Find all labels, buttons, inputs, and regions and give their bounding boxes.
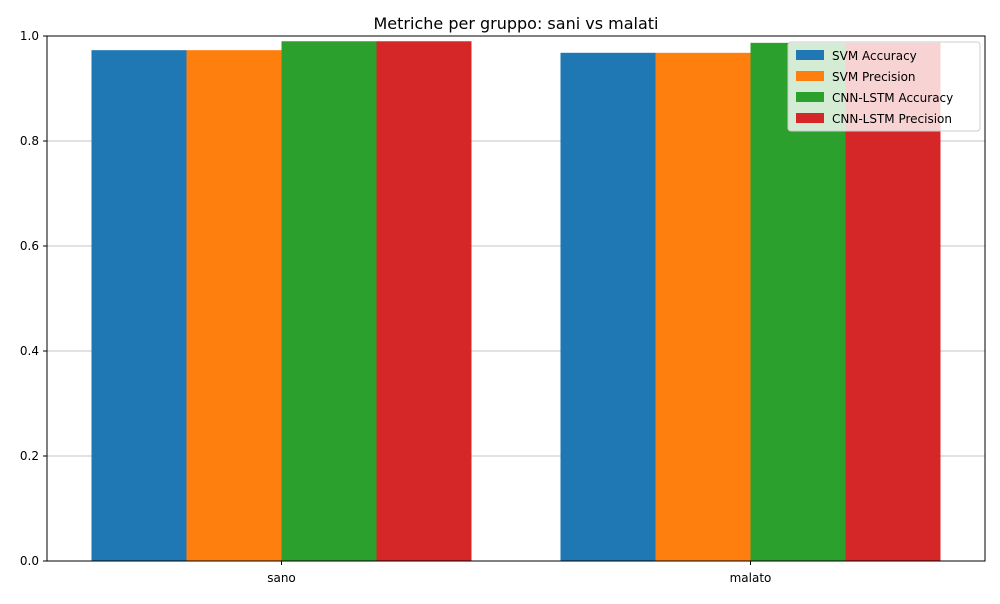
y-tick-label: 1.0 (20, 29, 39, 43)
bar-sano-2 (281, 41, 377, 561)
chart-title: Metriche per gruppo: sani vs malati (374, 14, 659, 33)
legend: SVM Accuracy SVM Precision CNN-LSTM Accura… (787, 41, 981, 132)
bar-sano-1 (186, 50, 282, 562)
legend-box (787, 41, 981, 132)
x-tick-label: sano (267, 571, 296, 585)
bar-sano-3 (376, 41, 472, 561)
legend-swatch (796, 92, 824, 102)
y-axis: 0.0 0.2 0.4 0.6 0.8 1.0 (20, 29, 47, 568)
legend-label: SVM Precision (832, 70, 916, 84)
x-tick-label: malato (730, 571, 772, 585)
bar-malato-1 (655, 52, 751, 562)
y-tick-label: 0.0 (20, 554, 39, 568)
plot-frame (46, 35, 986, 562)
y-tick-label: 0.6 (20, 239, 39, 253)
legend-label: CNN-LSTM Precision (832, 112, 952, 126)
legend-swatch (796, 113, 824, 123)
y-tick-label: 0.2 (20, 449, 39, 463)
y-tick-label: 0.8 (20, 134, 39, 148)
legend-swatch (796, 50, 824, 60)
y-tick-label: 0.4 (20, 344, 39, 358)
bars-layer (91, 41, 941, 562)
legend-swatch (796, 71, 824, 81)
bar-malato-0 (560, 52, 656, 562)
legend-label: CNN-LSTM Accuracy (832, 91, 953, 105)
legend-label: SVM Accuracy (832, 49, 917, 63)
bar-sano-0 (91, 50, 187, 562)
x-axis: sano malato (267, 561, 771, 585)
